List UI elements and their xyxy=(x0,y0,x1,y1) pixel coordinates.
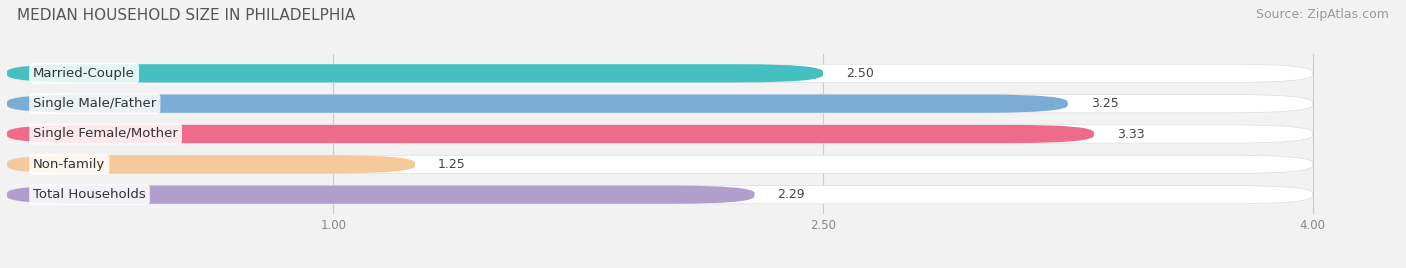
Text: Single Female/Mother: Single Female/Mother xyxy=(34,128,179,140)
Text: MEDIAN HOUSEHOLD SIZE IN PHILADELPHIA: MEDIAN HOUSEHOLD SIZE IN PHILADELPHIA xyxy=(17,8,356,23)
FancyBboxPatch shape xyxy=(7,185,755,204)
FancyBboxPatch shape xyxy=(7,95,1067,113)
FancyBboxPatch shape xyxy=(7,155,415,173)
Text: 2.29: 2.29 xyxy=(778,188,806,201)
Text: 3.33: 3.33 xyxy=(1116,128,1144,140)
FancyBboxPatch shape xyxy=(7,64,823,83)
Text: 2.50: 2.50 xyxy=(846,67,873,80)
FancyBboxPatch shape xyxy=(7,64,1313,83)
Text: 1.25: 1.25 xyxy=(437,158,465,171)
FancyBboxPatch shape xyxy=(7,95,1313,113)
FancyBboxPatch shape xyxy=(7,125,1094,143)
Text: 3.25: 3.25 xyxy=(1091,97,1118,110)
Text: Total Households: Total Households xyxy=(34,188,146,201)
Text: Source: ZipAtlas.com: Source: ZipAtlas.com xyxy=(1256,8,1389,21)
FancyBboxPatch shape xyxy=(7,155,1313,173)
Text: Non-family: Non-family xyxy=(34,158,105,171)
Text: Married-Couple: Married-Couple xyxy=(34,67,135,80)
FancyBboxPatch shape xyxy=(7,125,1313,143)
Text: Single Male/Father: Single Male/Father xyxy=(34,97,156,110)
FancyBboxPatch shape xyxy=(7,185,1313,204)
